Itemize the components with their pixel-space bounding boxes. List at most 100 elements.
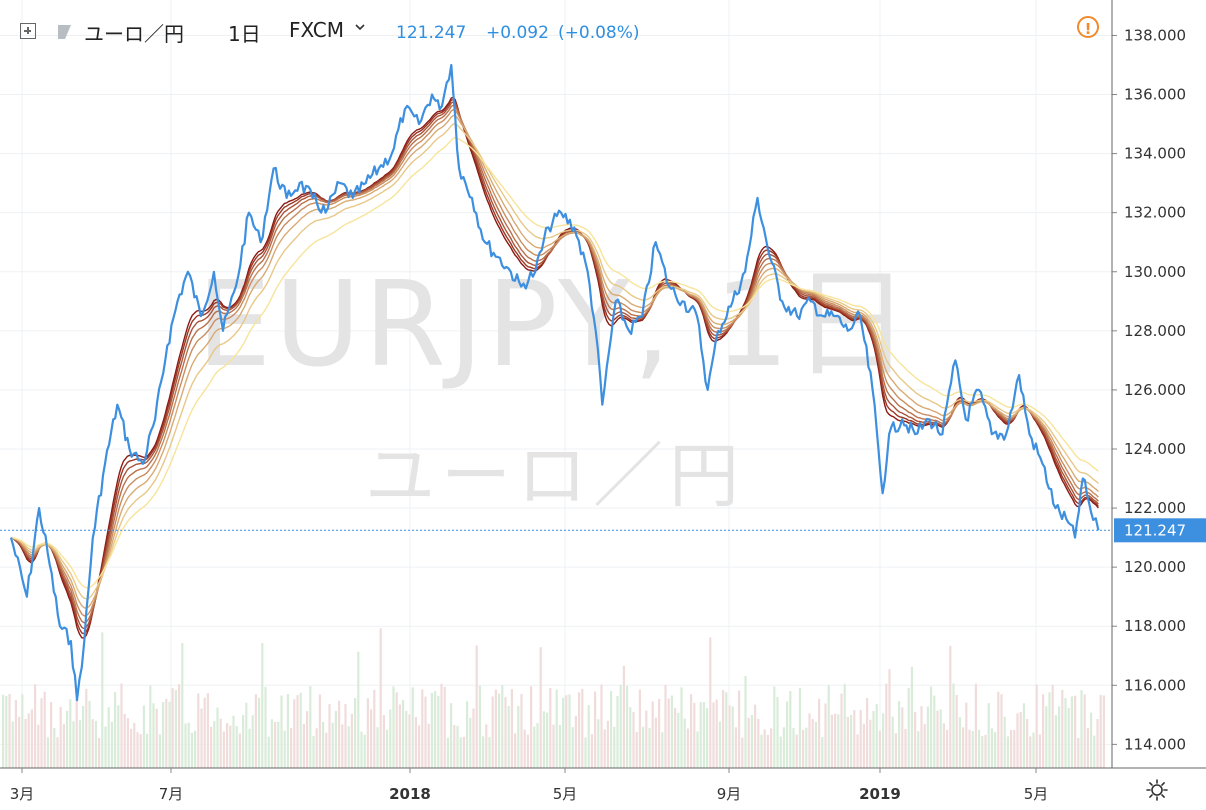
- volume-bar: [549, 687, 552, 768]
- volume-bar: [1042, 694, 1045, 768]
- volume-bar: [46, 737, 49, 768]
- volume-bar: [888, 669, 891, 768]
- volume-bar: [958, 717, 961, 768]
- volume-bar: [978, 729, 981, 768]
- volume-bar: [651, 701, 654, 768]
- volume-bar: [715, 699, 718, 768]
- volume-bar: [155, 708, 158, 768]
- volume-bar: [805, 727, 808, 768]
- volume-bar: [683, 718, 686, 768]
- volume-bar: [270, 719, 273, 768]
- volume-bar: [981, 736, 984, 768]
- volume-bar: [152, 703, 155, 768]
- volume-bar: [235, 726, 238, 768]
- volume-bar: [939, 709, 942, 768]
- volume-bar: [962, 727, 965, 768]
- volume-bar: [507, 706, 510, 768]
- volume-bar: [923, 723, 926, 768]
- volume-bar: [629, 707, 632, 768]
- volume-bar: [667, 698, 670, 768]
- volume-bar: [242, 714, 245, 768]
- volume-bar: [571, 727, 574, 768]
- gear-icon[interactable]: [1145, 778, 1169, 802]
- volume-bar: [482, 736, 485, 768]
- volume-bar: [546, 712, 549, 768]
- volume-bar: [130, 728, 133, 768]
- volume-bar: [126, 718, 129, 768]
- plus-box-icon[interactable]: [20, 23, 36, 39]
- volume-bar: [421, 689, 424, 768]
- volume-bar: [917, 731, 920, 768]
- volume-bar: [398, 704, 401, 768]
- x-tick-label: 9月: [717, 785, 742, 803]
- volume-bar: [862, 723, 865, 768]
- volume-bar: [523, 729, 526, 768]
- volume-bar: [206, 693, 209, 768]
- volume-bar: [187, 722, 190, 768]
- volume-bar: [40, 698, 43, 768]
- volume-bar: [674, 707, 677, 768]
- volume-bar: [485, 724, 488, 768]
- volume-bar: [245, 702, 248, 768]
- volume-bar: [568, 694, 571, 768]
- volume-bar: [178, 684, 181, 768]
- volume-bar: [466, 701, 469, 768]
- y-tick-label: 118.000: [1124, 617, 1186, 635]
- volume-bar: [370, 709, 373, 768]
- volume-bar: [664, 684, 667, 768]
- price-change-percent: (+0.08%): [558, 23, 640, 43]
- volume-bar: [72, 721, 75, 768]
- volume-bar: [891, 716, 894, 768]
- volume-bar: [34, 684, 37, 768]
- volume-bar: [1038, 734, 1041, 768]
- chart-grid: [0, 0, 1112, 768]
- volume-bar: [379, 628, 382, 768]
- flag-icon[interactable]: [55, 22, 75, 46]
- volume-bar: [603, 729, 606, 768]
- volume-bar: [469, 717, 472, 768]
- volume-bar: [1080, 690, 1083, 768]
- volume-bar: [162, 701, 165, 768]
- volume-bar: [997, 691, 1000, 768]
- volume-bar: [949, 645, 952, 768]
- volume-bar: [565, 695, 568, 768]
- symbol-name[interactable]: ユーロ／円: [84, 22, 184, 46]
- volume-bar: [213, 720, 216, 768]
- volume-bar: [1006, 736, 1009, 768]
- volume-bar: [1054, 715, 1057, 768]
- volume-bar: [837, 714, 840, 768]
- volume-bar: [27, 713, 30, 768]
- exclamation-circle-icon[interactable]: !: [1077, 16, 1099, 38]
- volume-bar: [613, 726, 616, 768]
- volume-bar: [670, 695, 673, 768]
- volume-bar: [690, 694, 693, 768]
- interval[interactable]: 1日: [228, 22, 261, 46]
- volume-bar: [818, 698, 821, 768]
- volume-bar: [872, 711, 875, 768]
- volume-bar: [1086, 727, 1089, 768]
- volume-bar: [411, 687, 414, 768]
- ema-line: [10, 96, 1099, 639]
- volume-bar: [702, 702, 705, 768]
- volume-bar: [853, 710, 856, 768]
- price-axis[interactable]: 114.000 116.000 118.000 120.000 122.000 124.0…: [1111, 0, 1186, 768]
- volume-bar: [226, 723, 229, 768]
- volume-bar: [930, 686, 933, 768]
- y-tick-label: 132.000: [1124, 204, 1186, 222]
- time-axis[interactable]: 3月 7月 2018 5月 9月 2019 5月: [0, 767, 1206, 803]
- chevron-down-icon[interactable]: [354, 17, 366, 42]
- volume-bar: [971, 731, 974, 768]
- volume-bar: [386, 729, 389, 768]
- volume-bar: [677, 712, 680, 768]
- volume-bar: [530, 686, 533, 768]
- volume-bar: [606, 720, 609, 768]
- volume-bar: [94, 720, 97, 768]
- exchange[interactable]: FXCM: [289, 18, 344, 42]
- volume-bar: [1096, 719, 1099, 768]
- volume-bar: [814, 721, 817, 768]
- volume-bar: [648, 728, 651, 768]
- volume-bar: [830, 714, 833, 768]
- volume-bar: [222, 731, 225, 768]
- volume-bar: [120, 683, 123, 768]
